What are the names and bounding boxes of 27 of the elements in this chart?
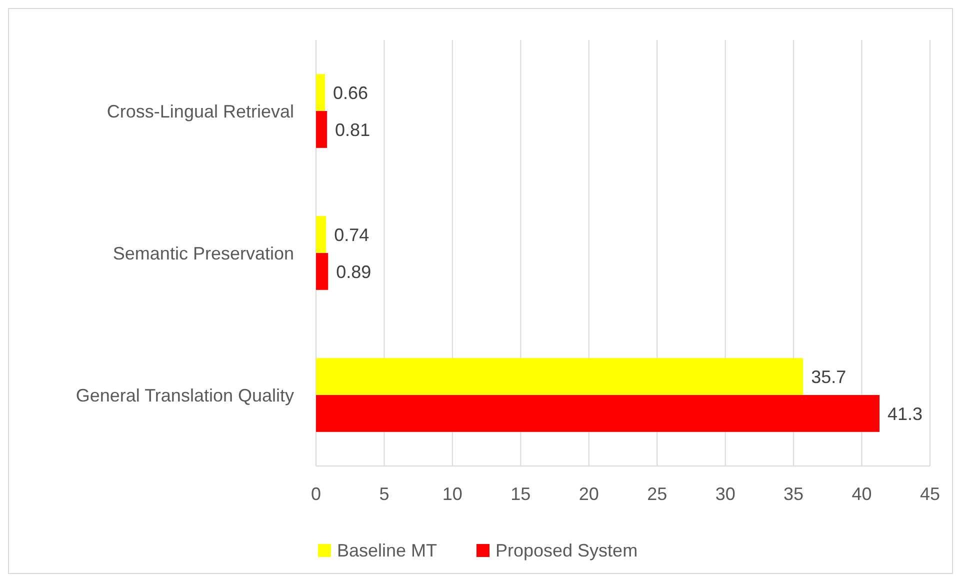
y-tick-label: Semantic Preservation (112, 243, 294, 264)
bar (316, 395, 880, 432)
y-tick-label: General Translation Quality (76, 385, 294, 406)
x-tick-label: 35 (784, 484, 804, 504)
bar (316, 358, 804, 395)
x-tick-label: 0 (310, 484, 322, 504)
legend-label: Proposed System (496, 540, 638, 560)
y-tick-label: Cross-Lingual Retrieval (106, 101, 294, 122)
data-label: 0.81 (335, 120, 370, 140)
bar (316, 74, 326, 111)
x-tick-label: 5 (379, 484, 390, 504)
x-tick-label: 45 (920, 484, 940, 504)
data-label: 35.7 (811, 366, 846, 387)
data-label: 41.3 (888, 404, 923, 424)
x-tick-label: 20 (578, 484, 599, 504)
bar (316, 216, 326, 253)
bar (316, 253, 328, 290)
data-label: 0.74 (334, 224, 370, 245)
x-tick-label: 25 (647, 484, 668, 504)
legend-label: Baseline MT (337, 540, 438, 560)
x-tick-label: 40 (852, 484, 872, 504)
x-tick-label: 10 (442, 484, 462, 504)
data-label: 0.89 (336, 262, 372, 282)
bar (316, 111, 328, 148)
x-tick-label: 30 (715, 484, 736, 504)
data-label: 0.66 (333, 82, 368, 103)
x-tick-label: 15 (510, 484, 531, 504)
